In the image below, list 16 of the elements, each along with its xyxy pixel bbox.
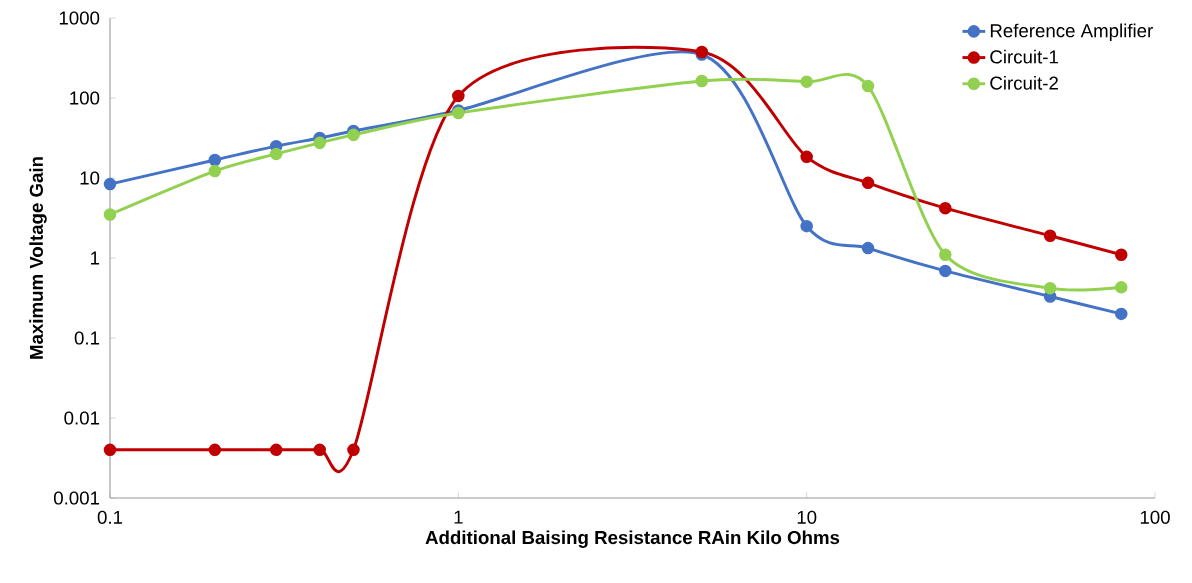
x-axis-title: Additional Baising Resistance RAin Kilo Ohms bbox=[425, 530, 840, 548]
y-tick-label: 0.001 bbox=[53, 491, 100, 505]
y-axis-title: Maximum Voltage Gain bbox=[29, 157, 47, 359]
y-tick-label: 1000 bbox=[59, 11, 100, 25]
legend-label: Reference Amplifier bbox=[990, 23, 1153, 42]
legend-label: Circuit-2 bbox=[990, 75, 1058, 90]
y-tick-label: 0.1 bbox=[74, 331, 100, 345]
x-tick-label: 10 bbox=[797, 510, 817, 524]
y-tick-label: 0.01 bbox=[64, 411, 100, 425]
x-tick-label: 100 bbox=[1140, 510, 1170, 524]
y-tick-label: 1 bbox=[91, 251, 100, 265]
legend-label: Circuit-1 bbox=[990, 49, 1058, 64]
x-tick-label: 1 bbox=[454, 510, 463, 524]
y-tick-label: 10 bbox=[80, 171, 100, 185]
y-tick-label: 100 bbox=[70, 91, 100, 105]
x-tick-label: 0.1 bbox=[97, 510, 123, 524]
